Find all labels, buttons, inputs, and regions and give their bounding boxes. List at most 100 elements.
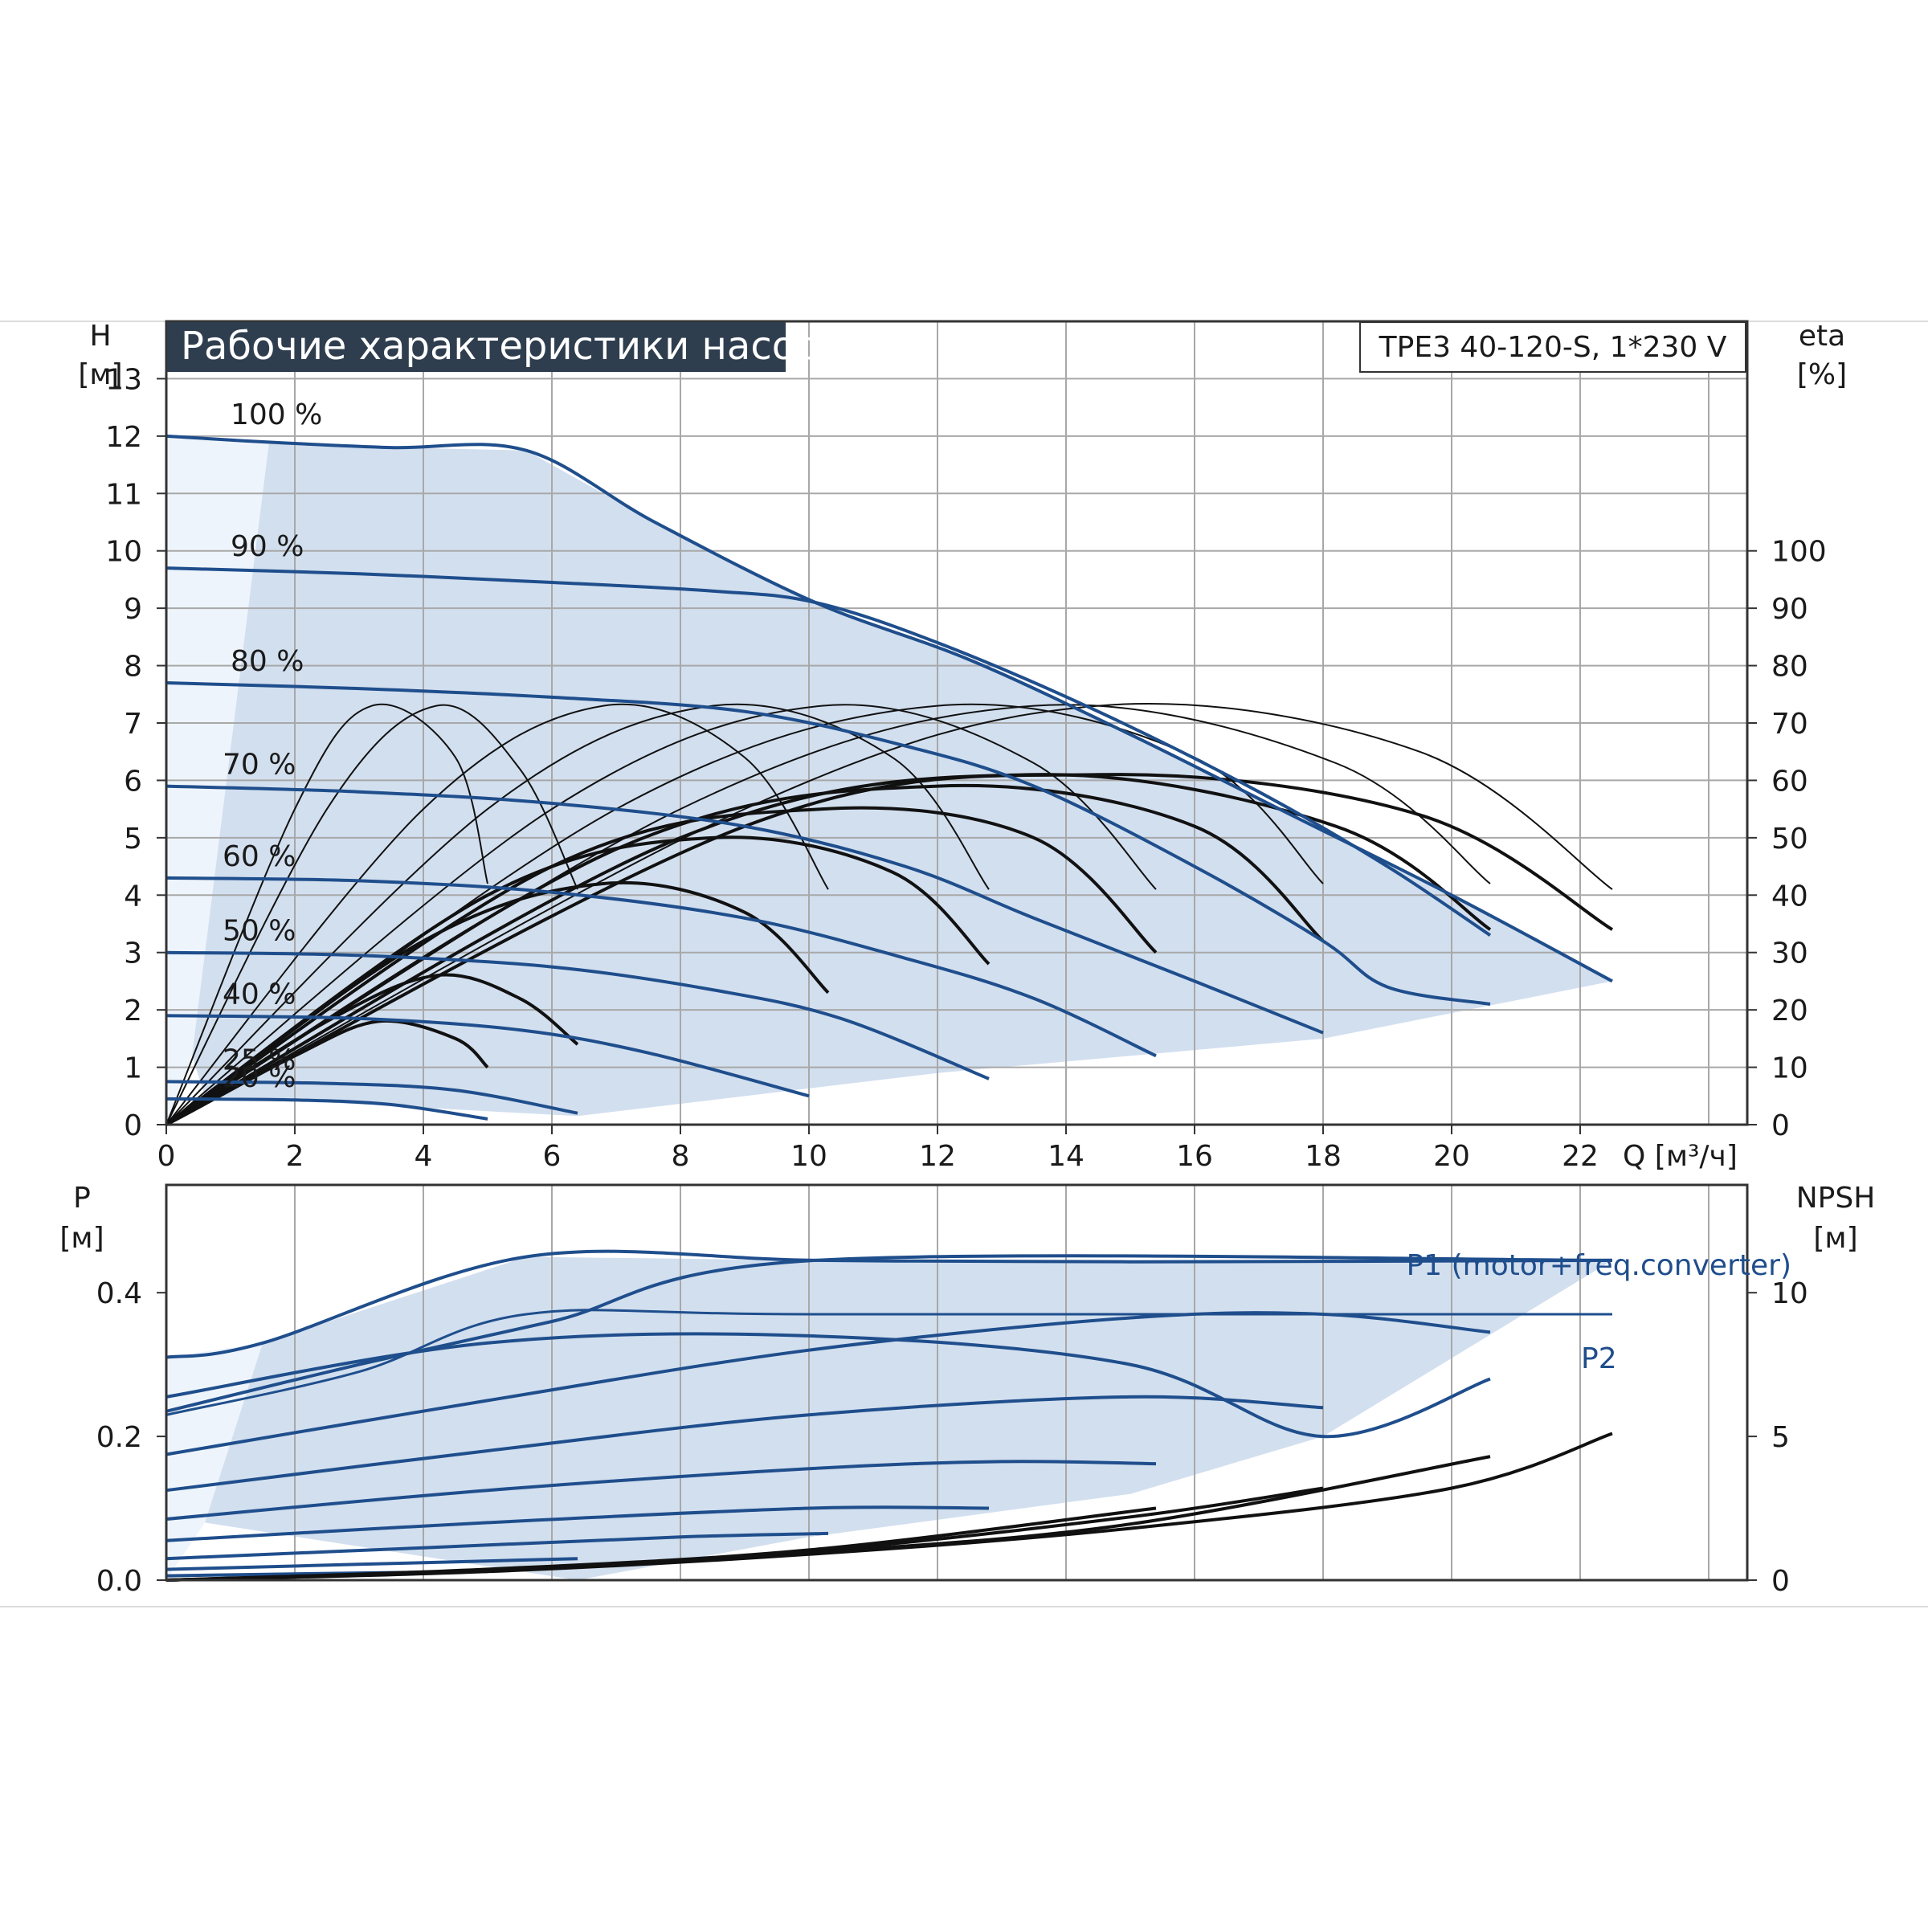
power-low-flow-region: [166, 1342, 263, 1580]
power-curve-6: [165, 1557, 578, 1571]
efficiency-curve-2: [165, 703, 829, 1125]
efficiency-curves: [165, 703, 1614, 1126]
power-curve-5: [165, 1531, 829, 1561]
power-tick-label-1: 0.2: [96, 1421, 142, 1454]
eta-tick-label-0: 0: [1771, 1109, 1790, 1142]
speed-label-0: 100 %: [231, 398, 322, 431]
speed-curve-4: [165, 876, 1157, 1058]
title-banner: [167, 322, 786, 372]
head-plot: 100 % 90 % 80 % 70 % 60 % 50 % 40 % 25 %20 % 0 2…: [105, 320, 1827, 1173]
operating-region: [192, 442, 1612, 1117]
npsh-axis-label: NPSH: [1796, 1182, 1876, 1215]
head-tick-label-3: 3: [124, 937, 142, 970]
power-curve-8: [165, 1332, 1491, 1439]
flow-axis-label: Q [м³/ч]: [1623, 1140, 1738, 1173]
power-tick-label-0: 0.0: [96, 1565, 142, 1598]
eta-tick-label-9: 90: [1771, 593, 1808, 626]
p2-curve-label: P2: [1581, 1342, 1617, 1375]
power-curve-4: [165, 1505, 990, 1542]
speed-label-1: 90 %: [231, 530, 304, 563]
eta-tick-label-2: 20: [1771, 995, 1808, 1027]
efficiency-curve-12: [165, 806, 1158, 1126]
flow-tick-label-6: 12: [919, 1140, 956, 1173]
speed-label-8: 20 %: [223, 1061, 296, 1094]
power-axis-label: P: [73, 1182, 91, 1215]
speed-label-3: 70 %: [223, 749, 296, 782]
eta-axis-label: eta: [1799, 320, 1845, 353]
flow-tick-label-4: 8: [672, 1140, 690, 1173]
eta-axis-unit: [%]: [1797, 358, 1847, 391]
power-axis-unit: [м]: [59, 1222, 104, 1255]
power-plot-frame: [165, 1183, 1749, 1582]
speed-curve-5: [165, 950, 990, 1080]
flow-tick-label-11: 22: [1562, 1140, 1599, 1173]
head-tick-label-4: 4: [124, 880, 142, 913]
efficiency-curve-3: [165, 703, 990, 1125]
efficiency-curve-11: [165, 835, 991, 1126]
eta-tick-label-1: 10: [1771, 1052, 1808, 1085]
head-grid: [165, 321, 1747, 1125]
efficiency-curve-7: [165, 703, 1613, 1125]
power-ticks: 0.0 0.2 0.4 0 5 10: [96, 1277, 1808, 1598]
power-tick-label-2: 0.4: [96, 1277, 142, 1310]
speed-curve-1: [165, 566, 1492, 937]
power-plot: 0.0 0.2 0.4 0 5 10: [96, 1183, 1808, 1598]
flow-tick-label-5: 10: [790, 1140, 827, 1173]
speed-label-5: 50 %: [223, 915, 296, 948]
head-tick-label-0: 0: [124, 1109, 142, 1142]
efficiency-curve-15: [165, 773, 1614, 1126]
chart-title: Рабочие характеристики насоса: [181, 324, 840, 369]
speed-curves: 100 % 90 % 80 % 70 % 60 % 50 % 40 % 25 %20 %: [165, 398, 1613, 1121]
npsh-tick-label-0: 0: [1771, 1565, 1790, 1598]
flow-tick-label-7: 14: [1048, 1140, 1084, 1173]
efficiency-curve-1: [165, 704, 578, 1125]
head-tick-label-6: 6: [124, 765, 142, 798]
power-curves: [165, 1249, 1613, 1582]
eta-tick-label-5: 50: [1771, 823, 1808, 856]
head-tick-label-1: 1: [124, 1052, 142, 1085]
eta-tick-label-8: 80: [1771, 651, 1808, 684]
eta-tick-label-7: 70: [1771, 708, 1808, 741]
model-box: [1359, 321, 1746, 373]
efficiency-curve-0: [165, 703, 488, 1125]
flow-tick-label-1: 2: [286, 1140, 304, 1173]
head-tick-label-11: 11: [105, 478, 142, 511]
npsh-curve-3: [165, 1506, 1157, 1582]
speed-curve-3: [165, 784, 1324, 1035]
flow-tick-label-2: 4: [415, 1140, 433, 1173]
flow-tick-label-3: 6: [543, 1140, 562, 1173]
speed-label-7: 25 %: [223, 1044, 296, 1076]
head-tick-label-12: 12: [105, 421, 142, 454]
head-ticks: 0 2 4 6 8 10 12 14 16 18 20 22012345678910111213010…: [105, 363, 1827, 1173]
head-tick-label-2: 2: [124, 995, 142, 1027]
npsh-axis-unit: [м]: [1813, 1222, 1857, 1255]
head-axis-label: H: [89, 320, 111, 353]
power-curve-0: [165, 1254, 1613, 1413]
flow-tick-label-10: 20: [1433, 1140, 1470, 1173]
p1-curve-label: P1 (motor+freq.converter): [1407, 1249, 1791, 1282]
eta-tick-label-10: 100: [1771, 536, 1827, 569]
npsh-tick-label-1: 5: [1771, 1421, 1790, 1454]
flow-tick-label-8: 16: [1176, 1140, 1213, 1173]
speed-curve-7: [165, 1080, 578, 1115]
head-tick-label-9: 9: [124, 593, 142, 626]
speed-label-6: 40 %: [223, 978, 296, 1011]
eta-tick-label-3: 30: [1771, 937, 1808, 970]
speed-curve-6: [165, 1014, 810, 1098]
eta-tick-label-6: 60: [1771, 765, 1808, 798]
npsh-tick-label-2: 10: [1771, 1277, 1808, 1310]
flow-tick-label-9: 18: [1305, 1140, 1342, 1173]
power-curve-2: [165, 1395, 1324, 1493]
head-tick-label-8: 8: [124, 651, 142, 684]
speed-label-4: 60 %: [223, 840, 296, 873]
speed-curve-8: [165, 1097, 488, 1121]
head-axis-unit: [м]: [78, 358, 122, 391]
power-curve-3: [165, 1460, 1157, 1521]
p1-max-curve: [165, 1249, 1613, 1359]
head-tick-label-7: 7: [124, 708, 142, 741]
eta-tick-label-4: 40: [1771, 880, 1808, 913]
speed-curve-2: [165, 681, 1491, 1006]
head-tick-label-13: 13: [105, 363, 142, 396]
